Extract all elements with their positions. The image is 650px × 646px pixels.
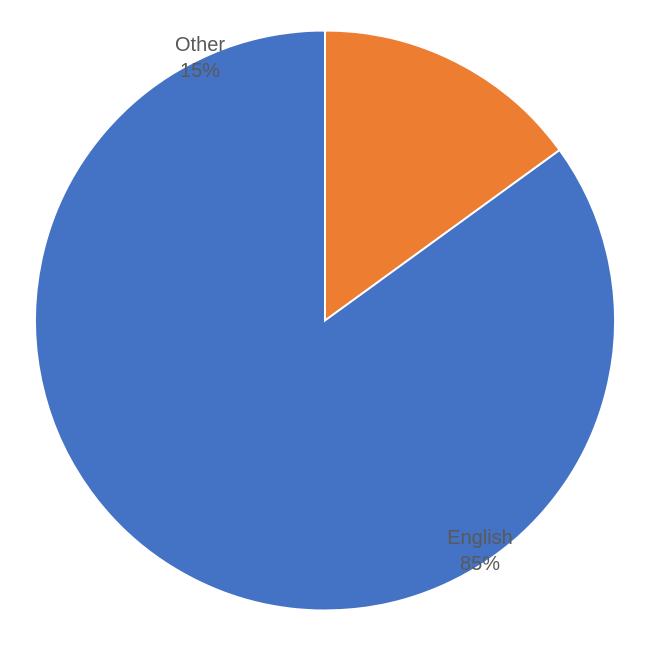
slice-label-name: Other xyxy=(175,32,225,58)
pie-chart xyxy=(35,31,615,616)
slice-label-percent: 15% xyxy=(175,58,225,84)
slice-label-percent: 85% xyxy=(447,551,513,577)
slice-label-other: Other 15% xyxy=(175,32,225,84)
slice-label-english: English 85% xyxy=(447,525,513,577)
pie-chart-svg xyxy=(35,31,615,611)
slice-label-name: English xyxy=(447,525,513,551)
